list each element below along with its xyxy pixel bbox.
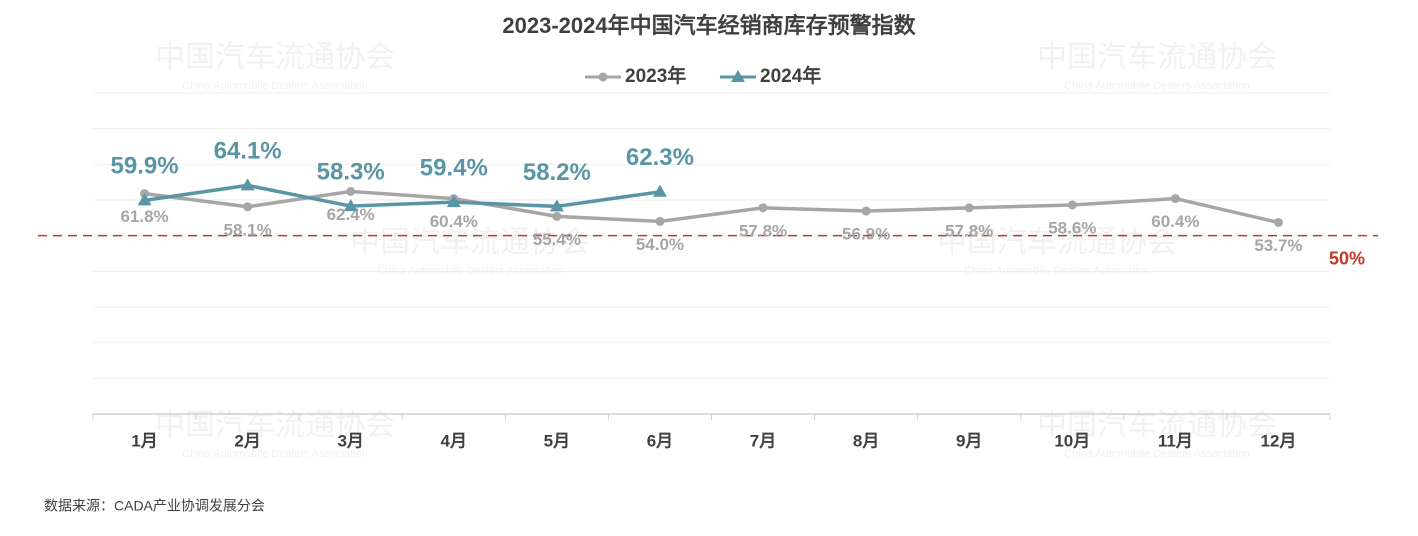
point-marker [552, 211, 562, 221]
watermark-subtext: China Automobile Dealers Association [1064, 448, 1250, 460]
point-marker [240, 178, 255, 191]
data-label: 60.4% [1151, 212, 1199, 231]
x-tick-label: 11月 [1158, 431, 1193, 450]
point-marker [243, 202, 253, 212]
data-label: 64.1% [214, 138, 282, 165]
point-marker [964, 203, 974, 213]
x-tick-label: 2月 [234, 431, 260, 450]
x-tick-label: 6月 [647, 431, 673, 450]
chart-title: 2023-2024年中国汽车经销商库存预警指数 [502, 13, 916, 38]
data-label: 57.8% [945, 221, 993, 240]
point-marker [655, 216, 665, 226]
x-tick-label: 9月 [956, 431, 982, 450]
data-label: 62.4% [327, 205, 375, 224]
watermark-text: 中国汽车流通协会 [1037, 41, 1277, 74]
point-marker [1067, 200, 1077, 210]
data-label: 58.2% [523, 159, 591, 186]
x-tick-label: 1月 [131, 431, 157, 450]
watermark-text: 中国汽车流通协会 [350, 226, 590, 259]
watermark-subtext: China Automobile Dealers Association [1064, 80, 1250, 92]
point-marker [1273, 217, 1283, 227]
point-marker [731, 70, 745, 82]
watermark-subtext: China Automobile Dealers Association [182, 448, 368, 460]
data-label: 55.4% [533, 230, 581, 249]
watermark-text: 中国汽车流通协会 [155, 41, 395, 74]
source-note: 数据来源：CADA产业协调发展分会 [44, 498, 265, 514]
x-tick-label: 7月 [750, 431, 776, 450]
reference-label: 50% [1329, 248, 1365, 268]
data-label: 59.4% [420, 154, 488, 181]
point-marker [446, 195, 461, 208]
legend-label: 2023年 [625, 64, 686, 87]
data-label: 61.8% [120, 207, 168, 226]
series-line [144, 183, 661, 209]
data-label: 58.1% [224, 220, 272, 239]
x-tick-label: 12月 [1260, 431, 1296, 450]
point-marker [346, 186, 356, 196]
x-tick-label: 8月 [853, 431, 879, 450]
data-label: 58.6% [1048, 218, 1096, 237]
point-marker [758, 203, 768, 213]
point-marker [598, 72, 608, 82]
point-marker [549, 199, 564, 212]
x-tick-label: 4月 [441, 431, 467, 450]
data-label: 62.3% [626, 144, 694, 171]
point-marker [343, 199, 358, 212]
x-tick-label: 3月 [337, 431, 363, 450]
x-tick-label: 5月 [544, 431, 570, 450]
data-label: 60.4% [430, 212, 478, 231]
series-line [144, 189, 1279, 225]
watermark-subtext: China Automobile Dealers Association [182, 80, 368, 92]
x-tick-label: 10月 [1054, 431, 1090, 450]
data-label: 54.0% [636, 235, 684, 254]
point-marker [652, 184, 667, 197]
legend-label: 2024年 [760, 64, 821, 87]
point-marker [1170, 194, 1180, 204]
data-label: 53.7% [1254, 236, 1302, 255]
watermark-text: 中国汽车流通协会 [937, 226, 1177, 259]
point-marker [861, 206, 871, 216]
data-label: 59.9% [111, 153, 179, 180]
data-label: 56.9% [842, 225, 890, 244]
data-label: 57.8% [739, 221, 787, 240]
data-label: 58.3% [317, 158, 385, 185]
point-marker [137, 193, 152, 206]
